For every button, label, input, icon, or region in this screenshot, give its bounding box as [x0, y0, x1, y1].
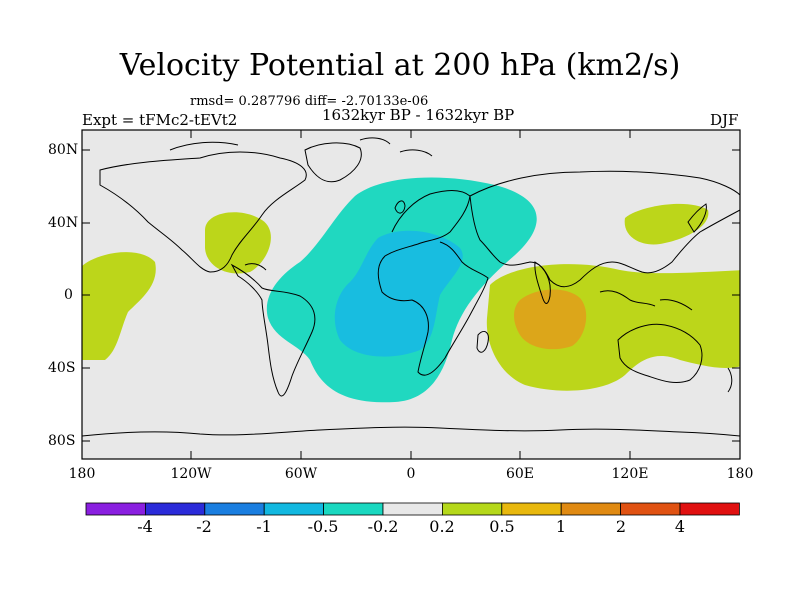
- colorbar-swatch: [441, 502, 503, 516]
- lat-label-40n: 40N: [48, 215, 79, 231]
- colorbar-swatch: [263, 502, 325, 516]
- lat-label-80n: 80N: [48, 142, 79, 158]
- lat-label-80s: 80S: [48, 433, 76, 449]
- period-label: 1632kyr BP - 1632kyr BP: [322, 106, 515, 124]
- lat-label-0: 0: [64, 287, 73, 303]
- lat-label-40s: 40S: [48, 360, 76, 376]
- colorbar: [85, 502, 740, 516]
- colorbar-label: -0.5: [307, 517, 339, 536]
- lon-label-120e: 120E: [611, 466, 649, 482]
- lon-label-180e: 180: [726, 466, 754, 482]
- lon-label-120w: 120W: [170, 466, 212, 482]
- colorbar-swatch: [204, 502, 265, 516]
- lon-label-60e: 60E: [505, 466, 535, 482]
- lon-label-0: 0: [406, 466, 416, 482]
- colorbar-swatch: [620, 502, 681, 516]
- stats-text: rmsd= 0.287796 diff= -2.70133e-06: [190, 94, 429, 109]
- coastlines: [82, 137, 740, 437]
- colorbar-label: -1: [256, 517, 272, 536]
- lon-label-60w: 60W: [284, 466, 318, 482]
- positive-anomaly-pacific: [82, 252, 156, 360]
- negative-anomaly-core: [334, 230, 463, 357]
- map-title: Velocity Potential at 200 hPa (km2/s): [119, 48, 681, 83]
- colorbar-label: 1: [555, 517, 567, 536]
- colorbar-swatch: [382, 502, 443, 516]
- colorbar-swatch: [501, 502, 562, 516]
- colorbar-label: -0.2: [367, 517, 399, 536]
- colorbar-swatch: [144, 502, 206, 516]
- season-label: DJF: [710, 111, 739, 129]
- colorbar-label: -2: [196, 517, 212, 536]
- positive-anomaly-indian-core: [514, 289, 587, 350]
- colorbar-label: 4: [674, 517, 686, 536]
- colorbar-label: 2: [615, 517, 627, 536]
- positive-anomaly-north-america: [205, 212, 271, 274]
- colorbar-swatch: [560, 502, 622, 516]
- colorbar-label: -4: [137, 517, 153, 536]
- colorbar-label: 0.5: [489, 517, 515, 536]
- colorbar-swatch: [323, 502, 384, 516]
- colorbar-swatch: [85, 502, 146, 516]
- positive-anomaly-east-asia: [624, 203, 709, 245]
- lon-label-180w: 180: [68, 466, 96, 482]
- axis-ticks: [82, 130, 740, 459]
- colorbar-swatch: [679, 502, 740, 516]
- colorbar-label: 0.2: [429, 517, 455, 536]
- experiment-label: Expt = tFMc2-tEVt2: [82, 111, 238, 129]
